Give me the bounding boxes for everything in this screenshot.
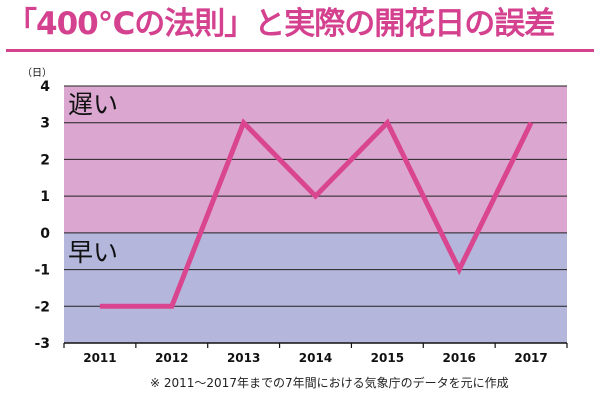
- x-tick-label: 2014: [299, 351, 332, 365]
- y-tick-label: -3: [34, 336, 50, 352]
- x-tick-label: 2013: [227, 351, 260, 365]
- x-tick-label: 2016: [443, 351, 476, 365]
- late-region-label: 遅い: [68, 90, 118, 119]
- y-axis-tick-labels: 4 3 2 1 0 -1 -2 -3: [34, 79, 50, 352]
- early-region-band: [64, 232, 567, 343]
- y-tick-label: 1: [40, 189, 50, 205]
- y-tick-label: -2: [34, 299, 50, 315]
- x-tick-label: 2011: [83, 351, 116, 365]
- y-axis-unit-label: （日）: [22, 67, 52, 79]
- y-tick-label: 2: [40, 152, 50, 168]
- y-tick-label: 4: [40, 79, 50, 95]
- x-tick-label: 2012: [155, 351, 188, 365]
- y-tick-label: 3: [40, 116, 50, 132]
- x-axis-tick-labels: 2011 2012 2013 2014 2015 2016 2017: [83, 351, 548, 365]
- x-tick-label: 2017: [514, 351, 547, 365]
- y-tick-label: 0: [40, 226, 50, 242]
- chart-title: 「400℃の法則」と実際の開花日の誤差: [6, 6, 555, 42]
- x-axis-tick-marks: [63, 343, 568, 348]
- x-tick-label: 2015: [371, 351, 404, 365]
- early-region-label: 早い: [68, 238, 118, 267]
- source-note: ※ 2011～2017年までの7年間における気象庁のデータを元に作成: [150, 376, 509, 390]
- title-underline: [6, 49, 594, 52]
- y-tick-label: -1: [34, 263, 50, 279]
- series-line: [99, 118, 534, 309]
